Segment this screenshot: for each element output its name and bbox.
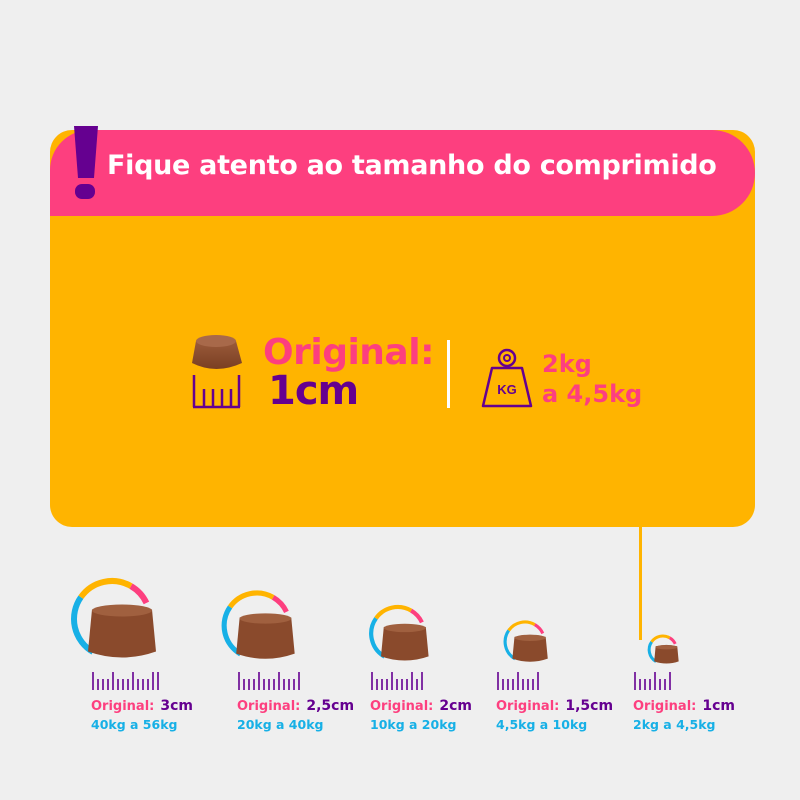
size-label: Original: 2cm	[370, 698, 472, 714]
weight-range: 40kg a 56kg	[91, 717, 178, 732]
featured-size: 1cm	[268, 368, 359, 414]
pill-size-icon	[503, 620, 548, 663]
weight-range: 10kg a 20kg	[370, 717, 457, 732]
svg-text:KG: KG	[497, 382, 517, 397]
featured-weight-max: a 4,5kg	[542, 380, 643, 408]
pill-size-icon	[71, 578, 156, 658]
original-label: Original:	[633, 699, 697, 714]
size-value: 2,5cm	[306, 698, 355, 714]
pill-size-icon	[221, 590, 295, 659]
featured-original-label: Original:	[263, 332, 434, 373]
connector-line	[639, 527, 642, 640]
weight-kg-icon: KG	[481, 348, 533, 408]
featured-weight-min: 2kg	[542, 350, 592, 378]
pill-size-icon	[647, 634, 679, 664]
size-label: Original: 3cm	[91, 698, 193, 714]
exclamation-icon	[74, 126, 98, 199]
pill-size-icon	[369, 604, 429, 661]
size-value: 1cm	[702, 698, 736, 714]
weight-range: 4,5kg a 10kg	[496, 717, 588, 732]
size-value: 2cm	[439, 698, 473, 714]
ruler-icon	[497, 672, 539, 690]
size-label: Original: 2,5cm	[237, 698, 354, 714]
header-banner	[50, 130, 755, 216]
ruler-icon	[92, 672, 159, 690]
size-value: 3cm	[160, 698, 194, 714]
size-label: Original: 1,5cm	[496, 698, 613, 714]
original-label: Original:	[237, 699, 301, 714]
weight-range: 2kg a 4,5kg	[633, 717, 716, 732]
page-title: Fique atento ao tamanho do comprimido	[107, 150, 717, 181]
original-label: Original:	[496, 699, 560, 714]
size-value: 1,5cm	[565, 698, 614, 714]
weight-range: 20kg a 40kg	[237, 717, 324, 732]
ruler-icon	[238, 672, 300, 690]
original-label: Original:	[370, 699, 434, 714]
original-label: Original:	[91, 699, 155, 714]
pill-icon	[192, 335, 242, 409]
ruler-icon	[634, 672, 671, 690]
size-label: Original: 1cm	[633, 698, 735, 714]
ruler-icon	[371, 672, 423, 690]
divider	[447, 340, 450, 408]
